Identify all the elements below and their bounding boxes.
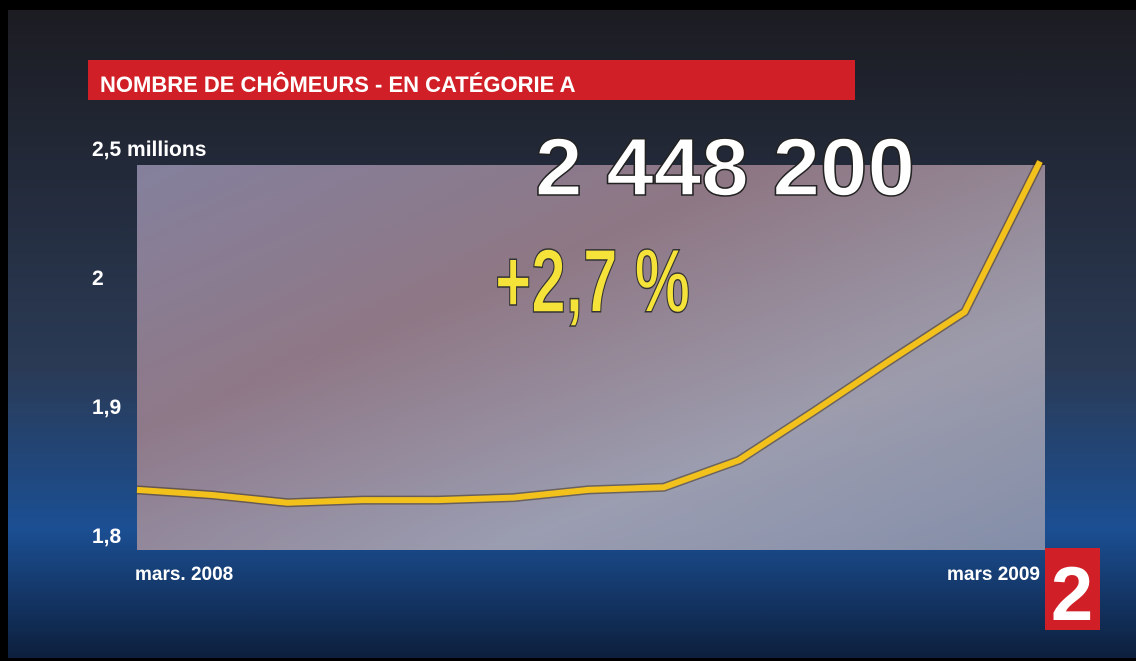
x-tick-label: mars. 2008 bbox=[135, 564, 233, 585]
line bbox=[136, 160, 1043, 506]
logo-box bbox=[1045, 548, 1100, 630]
y-tick-label: 1,8 bbox=[92, 525, 122, 548]
logo: 2 bbox=[1051, 552, 1093, 637]
annotation: +2,7 % bbox=[495, 232, 690, 332]
y-tick-label: 2 bbox=[92, 267, 104, 290]
chart-title: NOMBRE DE CHÔMEURS - EN CATÉGORIE A bbox=[100, 72, 576, 97]
y-tick-label: 2,5 millions bbox=[92, 138, 206, 161]
x-tick-label: mars 2009 bbox=[947, 564, 1040, 585]
y-tick-label: 1,9 bbox=[92, 396, 121, 419]
annotation: 2 448 200 bbox=[535, 122, 915, 213]
title-box bbox=[88, 60, 855, 100]
